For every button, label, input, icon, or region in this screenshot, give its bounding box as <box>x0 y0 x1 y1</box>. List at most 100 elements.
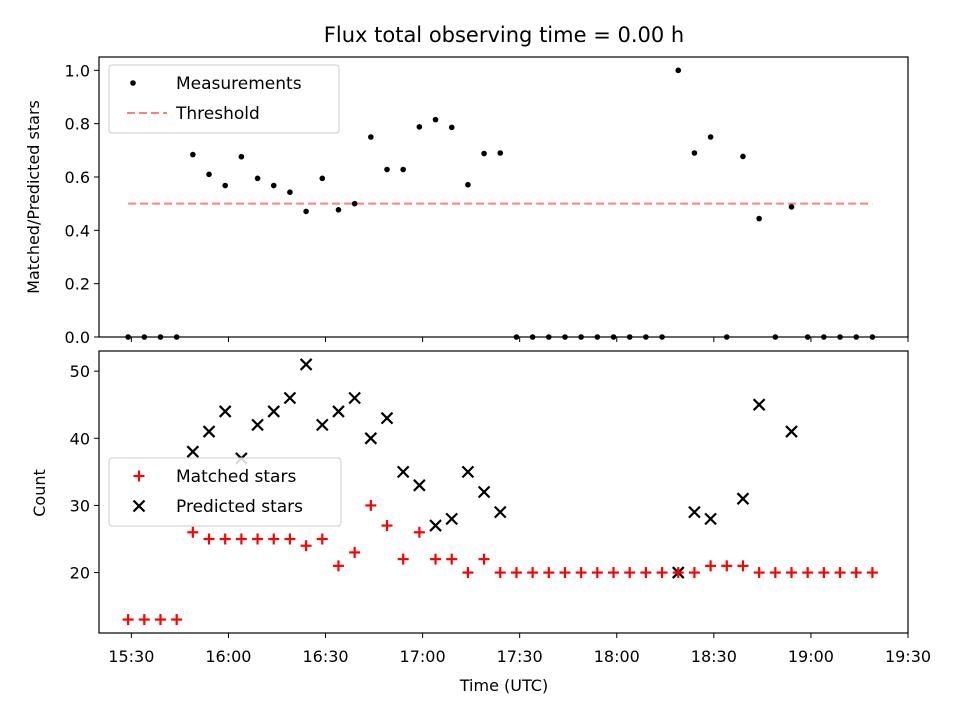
matched-star-point <box>559 567 571 579</box>
y-count-tick-label: 30 <box>70 496 90 515</box>
measurement-point <box>351 200 358 207</box>
measurement-point <box>691 150 698 156</box>
x-tick-label: 18:00 <box>594 647 640 666</box>
legend-ratio: Measurements Threshold <box>108 64 340 134</box>
x-tick-label: 18:30 <box>691 647 737 666</box>
matched-star-point <box>462 567 474 579</box>
measurement-point <box>287 189 293 195</box>
matched-star-point <box>575 567 587 579</box>
matched-star-point <box>672 567 684 579</box>
predicted-star-point <box>445 512 459 526</box>
ratio-panel: Flux total observing time = 0.00 h Match… <box>24 23 909 347</box>
predicted-star-point <box>785 425 798 438</box>
legend-marker-matched <box>133 470 145 482</box>
x-tick-label: 16:00 <box>205 647 251 666</box>
x-ticks-count: 15:30 16:00 16:30 17:00 17:30 18:00 18:30 19:00… <box>108 633 931 666</box>
measurement-point <box>270 182 277 189</box>
matched-star-point <box>235 533 247 545</box>
x-axis-label: Time (UTC) <box>459 676 548 695</box>
measurement-point <box>788 204 795 210</box>
matched-star-point <box>154 614 166 626</box>
predicted-star-point <box>202 425 216 438</box>
x-tick-label: 16:30 <box>302 647 348 666</box>
matched-star-point <box>171 614 183 626</box>
measurement-point <box>465 181 471 188</box>
y-ratio-tick-label: 0.6 <box>65 168 90 187</box>
matched-star-point <box>818 567 830 579</box>
measurement-point <box>206 171 212 178</box>
predicted-star-point <box>493 505 507 519</box>
y-ratio-tick-label: 0.0 <box>65 328 90 347</box>
predicted-star-point <box>364 432 378 445</box>
measurement-point <box>303 208 309 215</box>
matched-star-point <box>203 533 215 545</box>
matched-star-point <box>365 499 377 511</box>
predicted-star-point <box>332 405 345 418</box>
matched-star-point <box>138 614 150 626</box>
matched-star-point <box>413 526 425 538</box>
matched-star-point <box>446 553 458 565</box>
legend-count: Matched stars Predicted stars <box>108 457 342 527</box>
matched-star-point <box>510 567 522 579</box>
matched-star-point <box>624 567 636 579</box>
y-count-tick-label: 50 <box>70 362 90 381</box>
measurement-point <box>190 151 196 158</box>
legend-label: Measurements <box>176 74 302 94</box>
matched-star-point <box>608 567 620 579</box>
matched-star-point <box>834 567 846 579</box>
matched-star-point <box>494 567 506 579</box>
matched-star-point <box>543 567 555 579</box>
matched-star-point <box>705 560 717 572</box>
predicted-star-point <box>704 512 717 526</box>
measurement-point <box>497 150 504 156</box>
matched-star-point <box>688 567 700 579</box>
matched-star-point <box>430 553 442 565</box>
measurement-point <box>384 166 390 173</box>
matched-star-point <box>478 553 490 565</box>
predicted-star-point <box>752 398 766 411</box>
matched-star-point <box>786 567 798 579</box>
measurement-point <box>756 215 762 222</box>
legend-label: Threshold <box>175 104 260 124</box>
legend-label: Matched stars <box>176 467 296 487</box>
matched-star-point <box>591 567 603 579</box>
x-ticks-ratio <box>130 337 909 342</box>
matched-star-point <box>349 546 361 558</box>
matched-star-point <box>332 560 344 572</box>
y-axis-label-count: Count <box>30 469 49 517</box>
y-ticks-count: 20 30 40 50 <box>70 362 99 583</box>
predicted-star-point <box>186 445 200 458</box>
legend-marker-predicted <box>132 499 146 513</box>
measurement-point <box>400 166 406 173</box>
matched-star-point <box>753 567 765 579</box>
y-axis-label-ratio: Matched/Predicted stars <box>24 100 43 294</box>
y-count-tick-label: 40 <box>70 429 90 448</box>
predicted-star-point <box>218 405 232 418</box>
predicted-star-point <box>396 465 410 479</box>
matched-star-point <box>381 520 393 532</box>
matched-star-point <box>268 533 280 545</box>
y-ratio-tick-label: 0.2 <box>65 275 90 294</box>
matched-star-point <box>122 614 134 626</box>
count-axes-frame <box>98 350 909 634</box>
predicted-star-point <box>251 418 264 432</box>
matched-star-point <box>527 567 539 579</box>
measurement-point <box>335 207 342 213</box>
measurement-point <box>481 150 487 157</box>
predicted-star-point <box>299 358 313 371</box>
x-tick-label: 19:00 <box>788 647 834 666</box>
measurement-point <box>432 116 439 123</box>
ratio-axes-frame <box>98 56 909 338</box>
measurement-point <box>448 124 455 131</box>
legend-marker-measurements <box>130 80 136 86</box>
y-ratio-tick-label: 1.0 <box>65 61 90 80</box>
y-ratio-tick-label: 0.4 <box>65 221 90 240</box>
matched-star-point <box>187 526 199 538</box>
measurement-point <box>707 134 714 140</box>
matched-star-point <box>316 533 328 545</box>
predicted-star-point <box>413 479 426 492</box>
measurement-point <box>675 67 682 74</box>
matched-star-point <box>656 567 668 579</box>
measurement-point <box>416 124 423 130</box>
matched-star-point <box>219 533 231 545</box>
